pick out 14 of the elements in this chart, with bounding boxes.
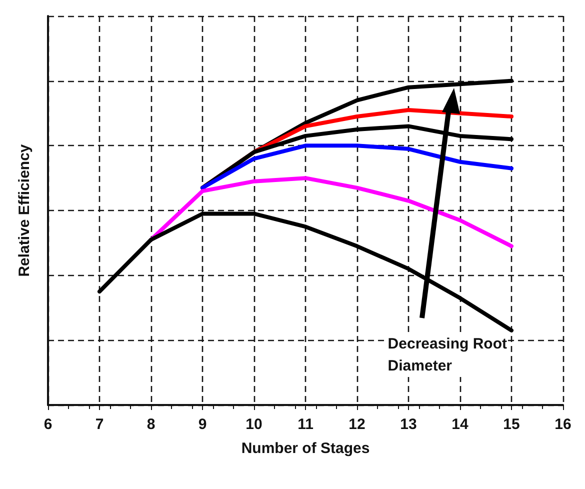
x-tick-label: 9 — [198, 416, 207, 433]
y-axis-title: Relative Efficiency — [16, 144, 33, 277]
x-tick-label: 14 — [452, 416, 469, 433]
x-tick-label: 7 — [95, 416, 104, 433]
x-tick-label: 10 — [246, 416, 262, 433]
x-tick-label: 15 — [503, 416, 520, 433]
annotation: Decreasing Root Diameter — [388, 336, 508, 374]
x-tick-label: 8 — [146, 416, 156, 433]
x-tick-label: 6 — [44, 416, 52, 433]
x-axis-title: Number of Stages — [241, 440, 370, 457]
x-tick-label: 12 — [348, 416, 366, 433]
x-tick-label: 13 — [400, 416, 417, 433]
x-tick-label: 16 — [554, 416, 572, 433]
x-tick-label: 11 — [298, 416, 314, 433]
